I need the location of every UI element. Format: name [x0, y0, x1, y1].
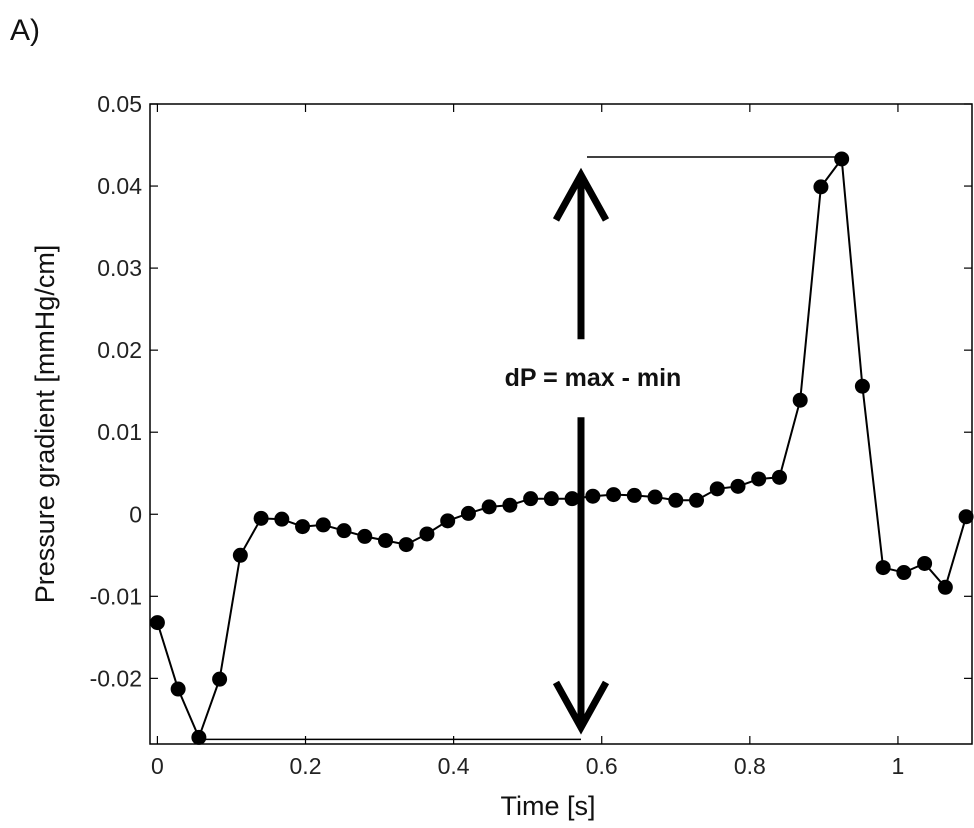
x-tick-label: 0.8 [734, 753, 766, 779]
data-point [709, 481, 725, 497]
data-point [606, 487, 622, 503]
y-tick-label: 0 [129, 501, 142, 527]
y-tick-label: 0.02 [97, 337, 142, 363]
data-point [398, 537, 414, 553]
data-point [523, 491, 539, 507]
data-point [253, 510, 269, 526]
data-point [502, 497, 518, 513]
y-tick-label: 0.03 [97, 255, 142, 281]
data-point [585, 488, 601, 504]
x-axis-label: Time [s] [500, 791, 595, 821]
data-point [813, 179, 829, 195]
data-point [834, 151, 850, 167]
y-tick-label: -0.01 [90, 583, 142, 609]
series-line [156, 156, 968, 741]
data-point [419, 526, 435, 542]
data-point [191, 729, 207, 745]
data-point [564, 491, 580, 507]
data-point [937, 579, 953, 595]
data-point [875, 560, 891, 576]
x-axis-ticks: 0 0.2 0.4 0.6 0.8 1 [151, 104, 904, 779]
data-point [336, 523, 352, 539]
data-point [460, 505, 476, 521]
y-tick-label: 0.04 [97, 173, 142, 199]
series-group [149, 151, 974, 745]
data-point [357, 528, 373, 544]
x-tick-label: 0.2 [290, 753, 322, 779]
x-tick-label: 0.6 [586, 753, 618, 779]
data-point [647, 489, 663, 505]
data-point [232, 547, 248, 563]
data-point [917, 555, 933, 571]
x-tick-label: 0 [151, 753, 164, 779]
y-tick-label: 0.01 [97, 419, 142, 445]
data-point [771, 469, 787, 485]
panel-label: A) [10, 14, 40, 47]
y-axis-ticks: -0.02 -0.01 0 0.01 0.02 0.03 0.04 0.05 [90, 91, 972, 691]
data-point [668, 492, 684, 508]
x-tick-label: 0.4 [438, 753, 470, 779]
x-tick-label: 1 [892, 753, 905, 779]
data-point [751, 471, 767, 487]
plot-area-frame [149, 103, 973, 745]
y-tick-label: -0.02 [90, 665, 142, 691]
data-point [689, 492, 705, 508]
data-point [377, 533, 393, 549]
data-point [149, 615, 165, 631]
data-point [440, 513, 456, 529]
data-point [730, 478, 746, 494]
arrow-down-head [552, 680, 610, 735]
data-point [854, 378, 870, 394]
data-point [792, 392, 808, 408]
data-point [295, 519, 311, 535]
data-point [958, 509, 974, 525]
data-point [315, 517, 331, 533]
dp-annotation: dP = max - min [198, 156, 842, 741]
data-point [543, 491, 559, 507]
data-point [481, 499, 497, 515]
data-point [170, 681, 186, 697]
data-point [212, 671, 228, 687]
data-point [896, 565, 912, 581]
data-point [626, 487, 642, 503]
y-tick-label: 0.05 [97, 91, 142, 117]
data-point [274, 511, 290, 527]
dp-annotation-text: dP = max - min [505, 364, 682, 392]
y-axis-label: Pressure gradient [mmHg/cm] [30, 245, 60, 604]
arrow-up-head [552, 167, 610, 222]
